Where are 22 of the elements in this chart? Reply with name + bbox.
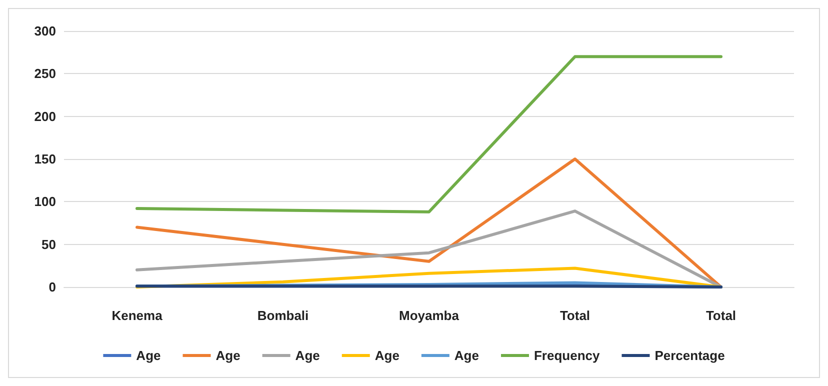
legend-label: Age [295, 348, 320, 363]
y-tick-label: 150 [34, 152, 56, 166]
x-tick-label: Moyamba [399, 308, 460, 323]
legend-label: Age [136, 348, 161, 363]
x-tick-label: Total [706, 308, 736, 323]
y-tick-label: 100 [34, 194, 56, 210]
y-tick-label: 200 [34, 108, 56, 124]
legend-label: Age [374, 348, 400, 363]
legend-label: Age [454, 348, 479, 363]
legend-label: Frequency [534, 348, 600, 363]
line-series [136, 158, 722, 288]
x-tick-label: Bombali [257, 308, 309, 323]
legend-label: Percentage [654, 348, 725, 363]
legend-label: Age [216, 348, 240, 363]
x-tick-label: Total [560, 308, 590, 323]
y-tick-label: 50 [42, 236, 56, 252]
y-tick-label: 250 [34, 66, 56, 82]
x-tick-label: Kenema [112, 308, 164, 323]
y-tick-label: 300 [34, 24, 56, 38]
line-series [136, 210, 722, 288]
line-series [136, 55, 722, 214]
y-tick-label: 0 [48, 280, 56, 294]
